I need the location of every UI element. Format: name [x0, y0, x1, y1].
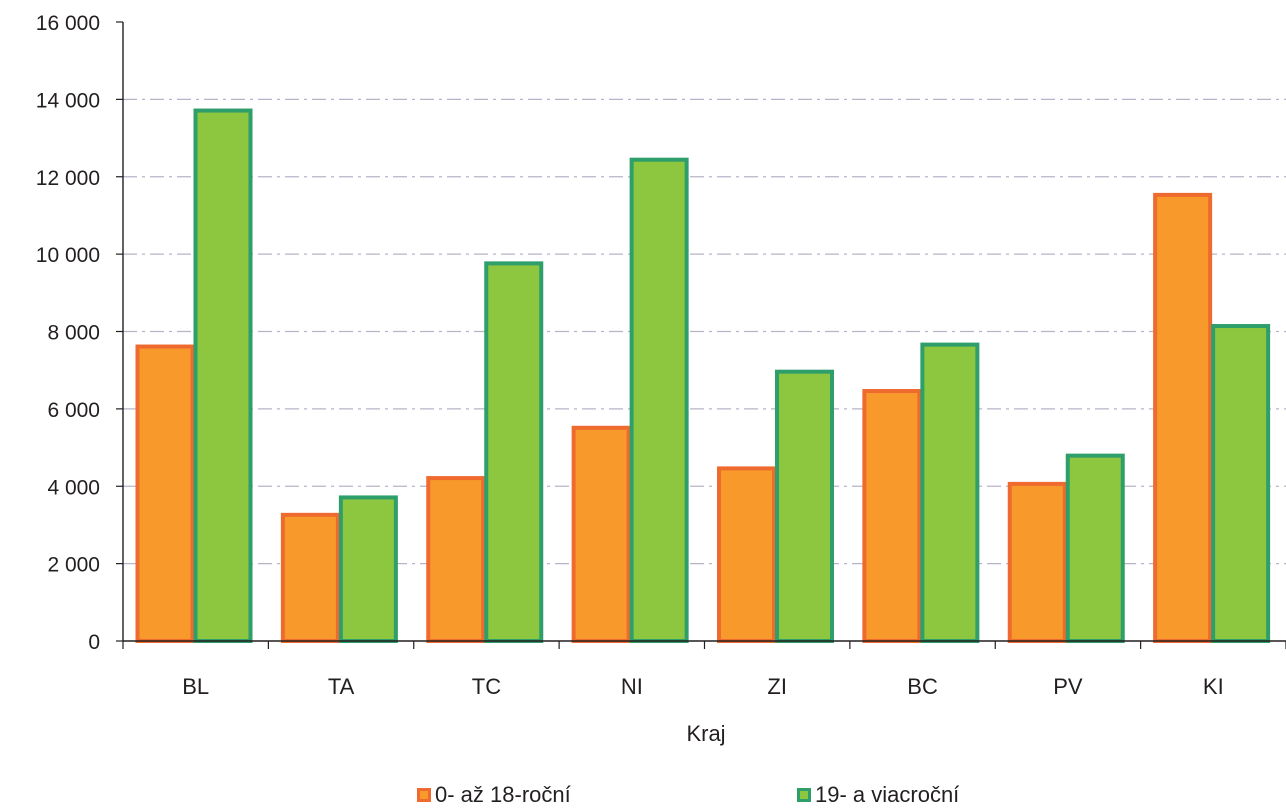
bar-bl-series-1 [135, 344, 195, 643]
y-tick-label: 14 000 [36, 89, 100, 112]
bar-zi-series-1 [717, 466, 776, 643]
y-tick-label: 12 000 [36, 167, 100, 190]
legend-label-series-1: 0- až 18-roční [435, 782, 571, 807]
y-tick-label: 6 000 [47, 399, 100, 422]
legend-item-series-1: 0- až 18-roční [417, 782, 571, 808]
y-tick-label: 16 000 [36, 12, 100, 35]
x-tick-label: ZI [767, 674, 787, 699]
x-tick-label: BC [907, 674, 938, 699]
x-tick-label: PV [1053, 674, 1083, 699]
tick-labels: 0 2 000 4 000 6 000 8 000 10 000 12 000 14 000 1… [36, 12, 1224, 699]
x-axis-title: Kraj [686, 721, 725, 746]
bar-pv-series-2 [1065, 453, 1125, 643]
legend-item-series-2: 19- a viacroční [797, 782, 959, 808]
y-tick-label: 10 000 [36, 244, 100, 267]
y-tick-label: 4 000 [47, 476, 100, 499]
bar-ni-series-2 [629, 157, 689, 643]
bar-zi-series-2 [775, 369, 834, 643]
x-tick-label: TA [328, 674, 355, 699]
bar-ta-series-1 [280, 512, 340, 643]
bars [135, 108, 1271, 643]
bar-tc-series-2 [484, 261, 544, 643]
x-tick-label: TC [472, 674, 501, 699]
y-tick-label: 8 000 [47, 322, 100, 345]
legend-swatch-orange [417, 788, 431, 802]
bar-ni-series-1 [571, 425, 631, 643]
bar-pv-series-1 [1007, 481, 1067, 643]
bar-ki-series-2 [1211, 324, 1271, 643]
legend: 0- až 18-roční 19- a viacroční [0, 782, 1286, 810]
legend-label-series-2: 19- a viacroční [815, 782, 960, 807]
x-tick-label: KI [1203, 674, 1224, 699]
x-tick-label: BL [182, 674, 209, 699]
y-tick-label: 0 [88, 631, 100, 654]
axes [116, 21, 1286, 649]
bar-tc-series-1 [426, 476, 486, 643]
x-tick-label: NI [621, 674, 643, 699]
bar-chart: 0 2 000 4 000 6 000 8 000 10 000 12 000 14 000 1… [36, 12, 1286, 746]
bar-bc-series-1 [862, 389, 922, 643]
bar-bc-series-2 [920, 342, 980, 643]
y-tick-label: 2 000 [47, 554, 100, 577]
bar-ta-series-2 [338, 495, 398, 643]
legend-swatch-green [797, 788, 811, 802]
bar-bl-series-2 [193, 108, 253, 643]
bar-ki-series-1 [1153, 192, 1213, 643]
